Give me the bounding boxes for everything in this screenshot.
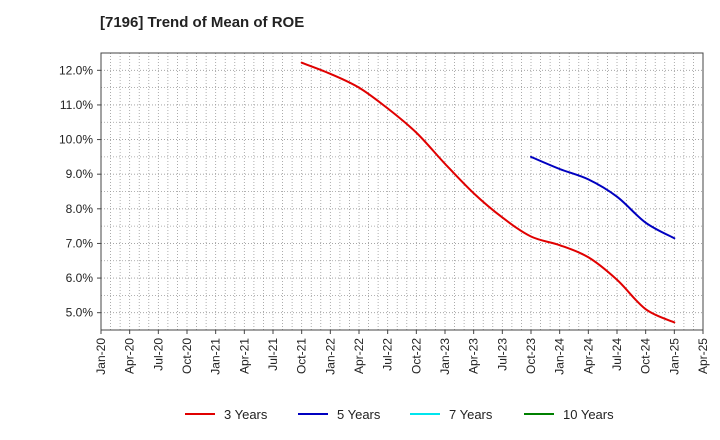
- x-tick-label: Jul-21: [266, 338, 280, 371]
- series-line-2: [530, 155, 676, 240]
- x-tick-label: Oct-21: [295, 338, 309, 374]
- x-tick-label: Apr-24: [581, 338, 595, 374]
- x-tick-label: Jan-20: [94, 338, 108, 375]
- x-tick-label: Jul-20: [151, 338, 165, 371]
- plot-frame: [100, 52, 704, 331]
- x-tick-label: Jan-24: [553, 338, 567, 375]
- y-tick-label: 12.0%: [59, 63, 93, 77]
- x-tick-label: Jul-22: [381, 338, 395, 371]
- chart-title: [7196] Trend of Mean of ROE: [100, 14, 305, 31]
- legend-label-4: 10 Years: [563, 407, 614, 422]
- x-tick-label: Jan-23: [438, 338, 452, 375]
- x-tick-label: Jan-21: [209, 338, 223, 375]
- legend-label-1: 3 Years: [224, 407, 268, 422]
- y-tick-label: 8.0%: [66, 202, 94, 216]
- legend-label-3: 7 Years: [449, 407, 493, 422]
- x-tick-label: Apr-22: [352, 338, 366, 374]
- x-tick-label: Jul-23: [495, 338, 509, 371]
- y-tick-label: 5.0%: [66, 306, 94, 320]
- y-tick-label: 6.0%: [66, 271, 94, 285]
- x-tick-label: Oct-22: [409, 338, 423, 374]
- x-tick-label: Oct-24: [639, 338, 653, 374]
- x-tick-label: Jan-22: [323, 338, 337, 375]
- x-tick-label: Apr-20: [123, 338, 137, 374]
- y-tick-label: 9.0%: [66, 167, 94, 181]
- x-tick-label: Oct-23: [524, 338, 538, 374]
- y-tick-label: 10.0%: [59, 133, 93, 147]
- x-tick-label: Jan-25: [667, 338, 681, 375]
- x-tick-label: Apr-23: [467, 338, 481, 374]
- x-tick-label: Jul-24: [610, 338, 624, 371]
- x-tick-label: Apr-21: [237, 338, 251, 374]
- legend-label-2: 5 Years: [337, 407, 381, 422]
- y-tick-label: 11.0%: [60, 98, 93, 112]
- x-tick-label: Oct-20: [180, 338, 194, 374]
- y-tick-label: 7.0%: [66, 236, 94, 250]
- x-tick-label: Apr-25: [696, 338, 710, 374]
- series-line-1: [300, 61, 676, 324]
